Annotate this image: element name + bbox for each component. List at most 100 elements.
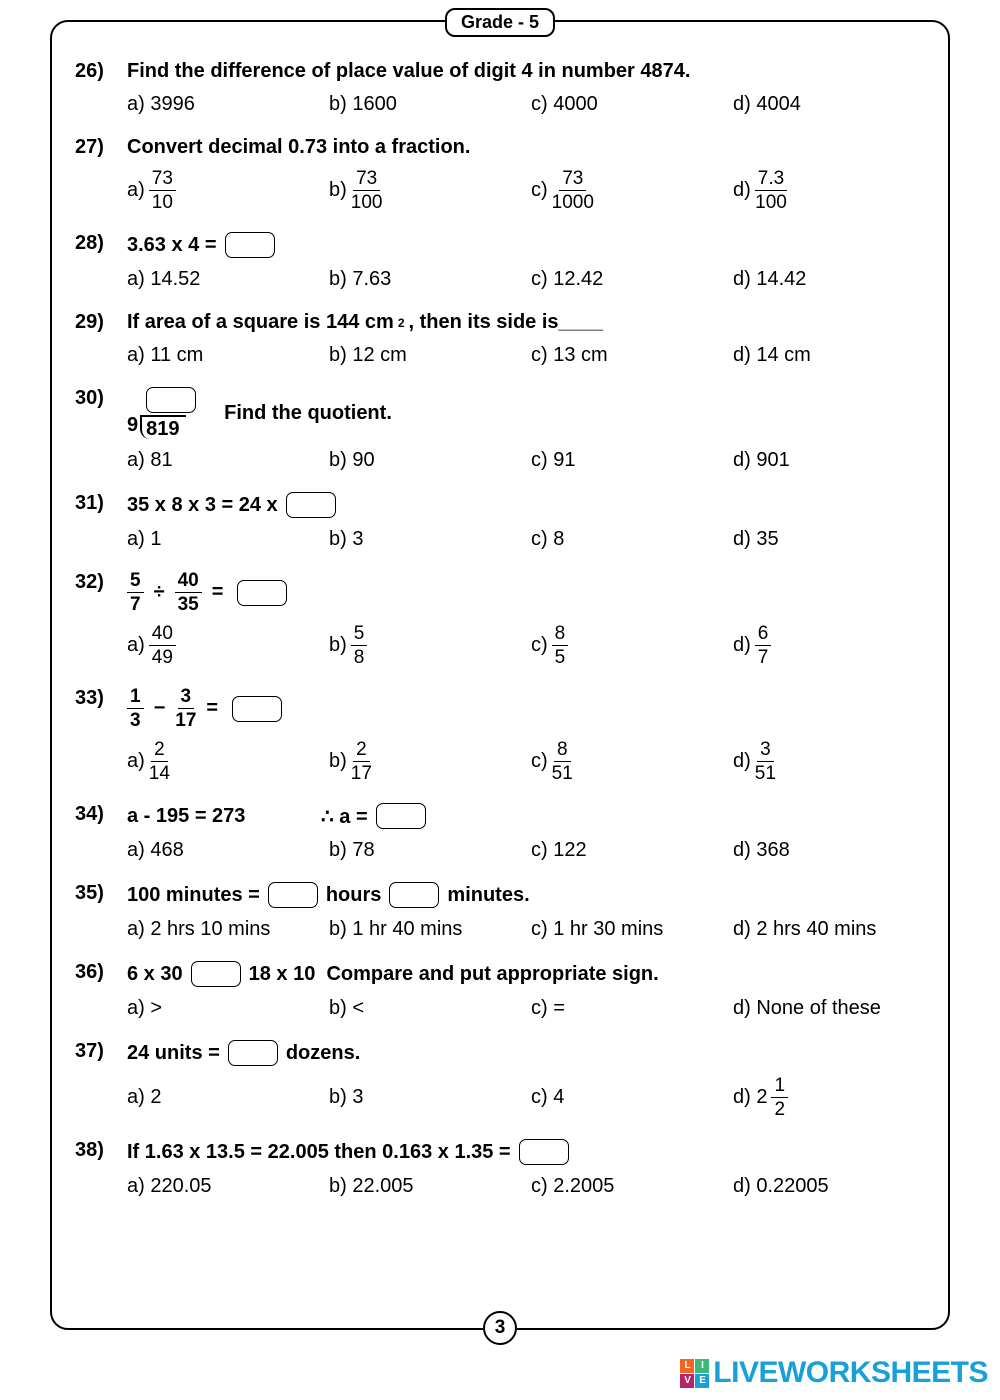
option[interactable]: a) 2 hrs 10 mins [127, 918, 329, 941]
option[interactable]: d) 4004 [733, 93, 935, 116]
options-row: a) 14.52b) 7.63c) 12.42d) 14.42 [127, 268, 935, 291]
question: 34)a - 195 = 273 ∴ a = a) 468b) 78c) 122… [75, 803, 935, 876]
question-number: 38) [75, 1139, 127, 1162]
question: 29)If area of a square is 144 cm2, then … [75, 311, 935, 381]
option[interactable]: a) 468 [127, 839, 329, 862]
option[interactable]: c) 851 [531, 740, 733, 783]
option[interactable]: d) 2 hrs 40 mins [733, 918, 935, 941]
option[interactable]: a) 214 [127, 740, 329, 783]
option[interactable]: c) 1 hr 30 mins [531, 918, 733, 941]
page-number-badge: 3 [483, 1311, 517, 1345]
options-row: a) 4049b) 58c) 85d) 67 [127, 624, 935, 667]
answer-box[interactable] [225, 232, 275, 258]
option[interactable]: a) 11 cm [127, 344, 329, 367]
option[interactable]: a) 7310 [127, 169, 329, 212]
option[interactable]: c) 2.2005 [531, 1175, 733, 1198]
watermark-logo: LIVE [680, 1359, 709, 1388]
option[interactable]: c) 91 [531, 449, 733, 472]
option[interactable]: c) 12.42 [531, 268, 733, 291]
option[interactable]: d) 35 [733, 528, 935, 551]
option[interactable]: d) 14.42 [733, 268, 935, 291]
option[interactable]: b) 217 [329, 740, 531, 783]
option[interactable]: a) 220.05 [127, 1175, 329, 1198]
question-number: 28) [75, 232, 127, 255]
question: 38)If 1.63 x 13.5 = 22.005 then 0.163 x … [75, 1139, 935, 1212]
question-text: a - 195 = 273 ∴ a = [127, 803, 935, 829]
options-row: a) 2b) 3c) 4d) 2 12 [127, 1076, 935, 1119]
question-text: 3.63 x 4 = [127, 232, 935, 258]
option[interactable]: c) 731000 [531, 169, 733, 212]
watermark: LIVE LIVEWORKSHEETS [680, 1356, 988, 1390]
option[interactable]: b) 73100 [329, 169, 531, 212]
option[interactable]: c) 8 [531, 528, 733, 551]
question-number: 37) [75, 1040, 127, 1063]
option[interactable]: b) 58 [329, 624, 531, 667]
answer-box[interactable] [519, 1139, 569, 1165]
answer-box[interactable] [228, 1040, 278, 1066]
answer-box[interactable] [191, 961, 241, 987]
question-number: 36) [75, 961, 127, 984]
option[interactable]: d) None of these [733, 997, 935, 1020]
options-row: a) 220.05b) 22.005c) 2.2005d) 0.22005 [127, 1175, 935, 1198]
option[interactable]: a) 81 [127, 449, 329, 472]
option[interactable]: a) 14.52 [127, 268, 329, 291]
option[interactable]: c) 122 [531, 839, 733, 862]
option[interactable]: b) 90 [329, 449, 531, 472]
grade-badge: Grade - 5 [445, 8, 555, 37]
option[interactable]: b) 22.005 [329, 1175, 531, 1198]
option[interactable]: a) 4049 [127, 624, 329, 667]
answer-box[interactable] [237, 580, 287, 606]
option[interactable]: d) 351 [733, 740, 935, 783]
options-row: a) 214b) 217c) 851d) 351 [127, 740, 935, 783]
options-row: a) 2 hrs 10 minsb) 1 hr 40 minsc) 1 hr 3… [127, 918, 935, 941]
question: 32) 57 ÷ 4035 = a) 4049b) 58c) 85d) 67 [75, 571, 935, 681]
answer-box[interactable] [268, 882, 318, 908]
option[interactable]: d) 368 [733, 839, 935, 862]
option[interactable]: a) 3996 [127, 93, 329, 116]
answer-box[interactable] [376, 803, 426, 829]
question-number: 33) [75, 687, 127, 710]
questions-container: 26)Find the difference of place value of… [75, 60, 935, 1315]
question-text: If area of a square is 144 cm2, then its… [127, 311, 935, 334]
answer-box[interactable] [232, 696, 282, 722]
answer-box[interactable] [286, 492, 336, 518]
question-text: 35 x 8 x 3 = 24 x [127, 492, 935, 518]
question-number: 30) [75, 387, 127, 410]
question: 37)24 units = dozens.a) 2b) 3c) 4d) 2 12 [75, 1040, 935, 1133]
option[interactable]: c) = [531, 997, 733, 1020]
option[interactable]: b) 7.63 [329, 268, 531, 291]
option[interactable]: c) 4000 [531, 93, 733, 116]
question: 33) 13 − 317 = a) 214b) 217c) 851d) 351 [75, 687, 935, 797]
option[interactable]: b) 3 [329, 528, 531, 551]
question-number: 29) [75, 311, 127, 334]
option[interactable]: a) > [127, 997, 329, 1020]
options-row: a) 1b) 3c) 8d) 35 [127, 528, 935, 551]
option[interactable]: a) 2 [127, 1076, 329, 1119]
answer-box[interactable] [389, 882, 439, 908]
question-text: 57 ÷ 4035 = [127, 571, 935, 614]
option[interactable]: b) < [329, 997, 531, 1020]
question-number: 32) [75, 571, 127, 594]
option[interactable]: a) 1 [127, 528, 329, 551]
option[interactable]: c) 85 [531, 624, 733, 667]
option[interactable]: b) 1600 [329, 93, 531, 116]
question-text: 100 minutes = hours minutes. [127, 882, 935, 908]
question: 36)6 x 30 18 x 10 Compare and put approp… [75, 961, 935, 1034]
options-row: a) 81b) 90c) 91d) 901 [127, 449, 935, 472]
question-text: Convert decimal 0.73 into a fraction. [127, 136, 935, 159]
option[interactable]: d) 67 [733, 624, 935, 667]
option[interactable]: d) 0.22005 [733, 1175, 935, 1198]
option[interactable]: b) 12 cm [329, 344, 531, 367]
option[interactable]: b) 1 hr 40 mins [329, 918, 531, 941]
option[interactable]: d) 901 [733, 449, 935, 472]
option[interactable]: d) 14 cm [733, 344, 935, 367]
option[interactable]: c) 4 [531, 1076, 733, 1119]
question: 35)100 minutes = hours minutes.a) 2 hrs … [75, 882, 935, 955]
question-number: 27) [75, 136, 127, 159]
option[interactable]: d) 2 12 [733, 1076, 935, 1119]
option[interactable]: b) 78 [329, 839, 531, 862]
option[interactable]: b) 3 [329, 1076, 531, 1119]
answer-box[interactable] [146, 387, 196, 413]
option[interactable]: c) 13 cm [531, 344, 733, 367]
option[interactable]: d) 7.3100 [733, 169, 935, 212]
